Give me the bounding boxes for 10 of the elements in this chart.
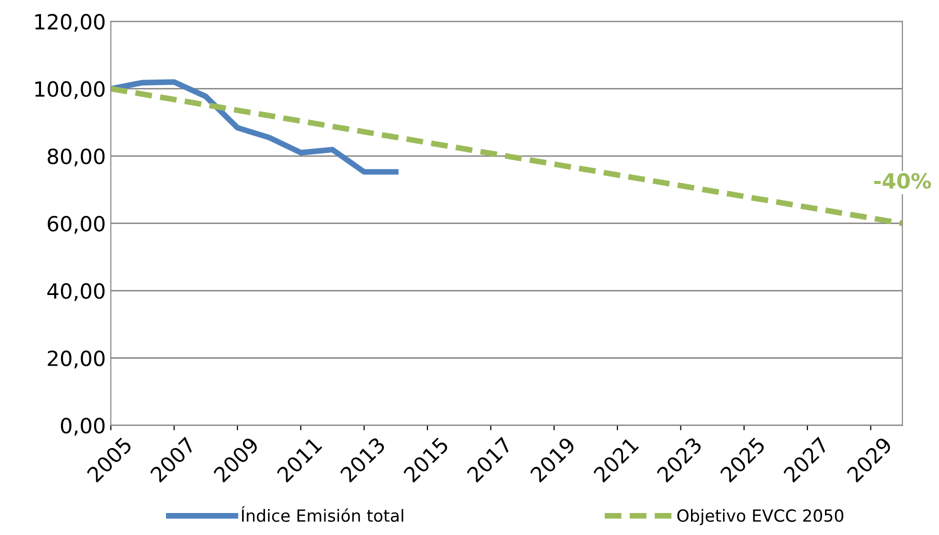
legend-label: Objetivo EVCC 2050 (677, 508, 844, 526)
y-tick-label: 80,00 (48, 148, 105, 166)
annotation: -40% (874, 173, 931, 189)
y-tick-label: 60,00 (48, 216, 105, 234)
y-tick-label: 100,00 (35, 81, 105, 100)
y-tick-label: 0,00 (60, 418, 105, 436)
y-tick-label: 20,00 (48, 350, 105, 368)
y-tick-label: 120,00 (35, 14, 105, 32)
legend-label: Índice Emisión total (242, 506, 404, 522)
y-tick-label: 40,00 (47, 283, 105, 302)
